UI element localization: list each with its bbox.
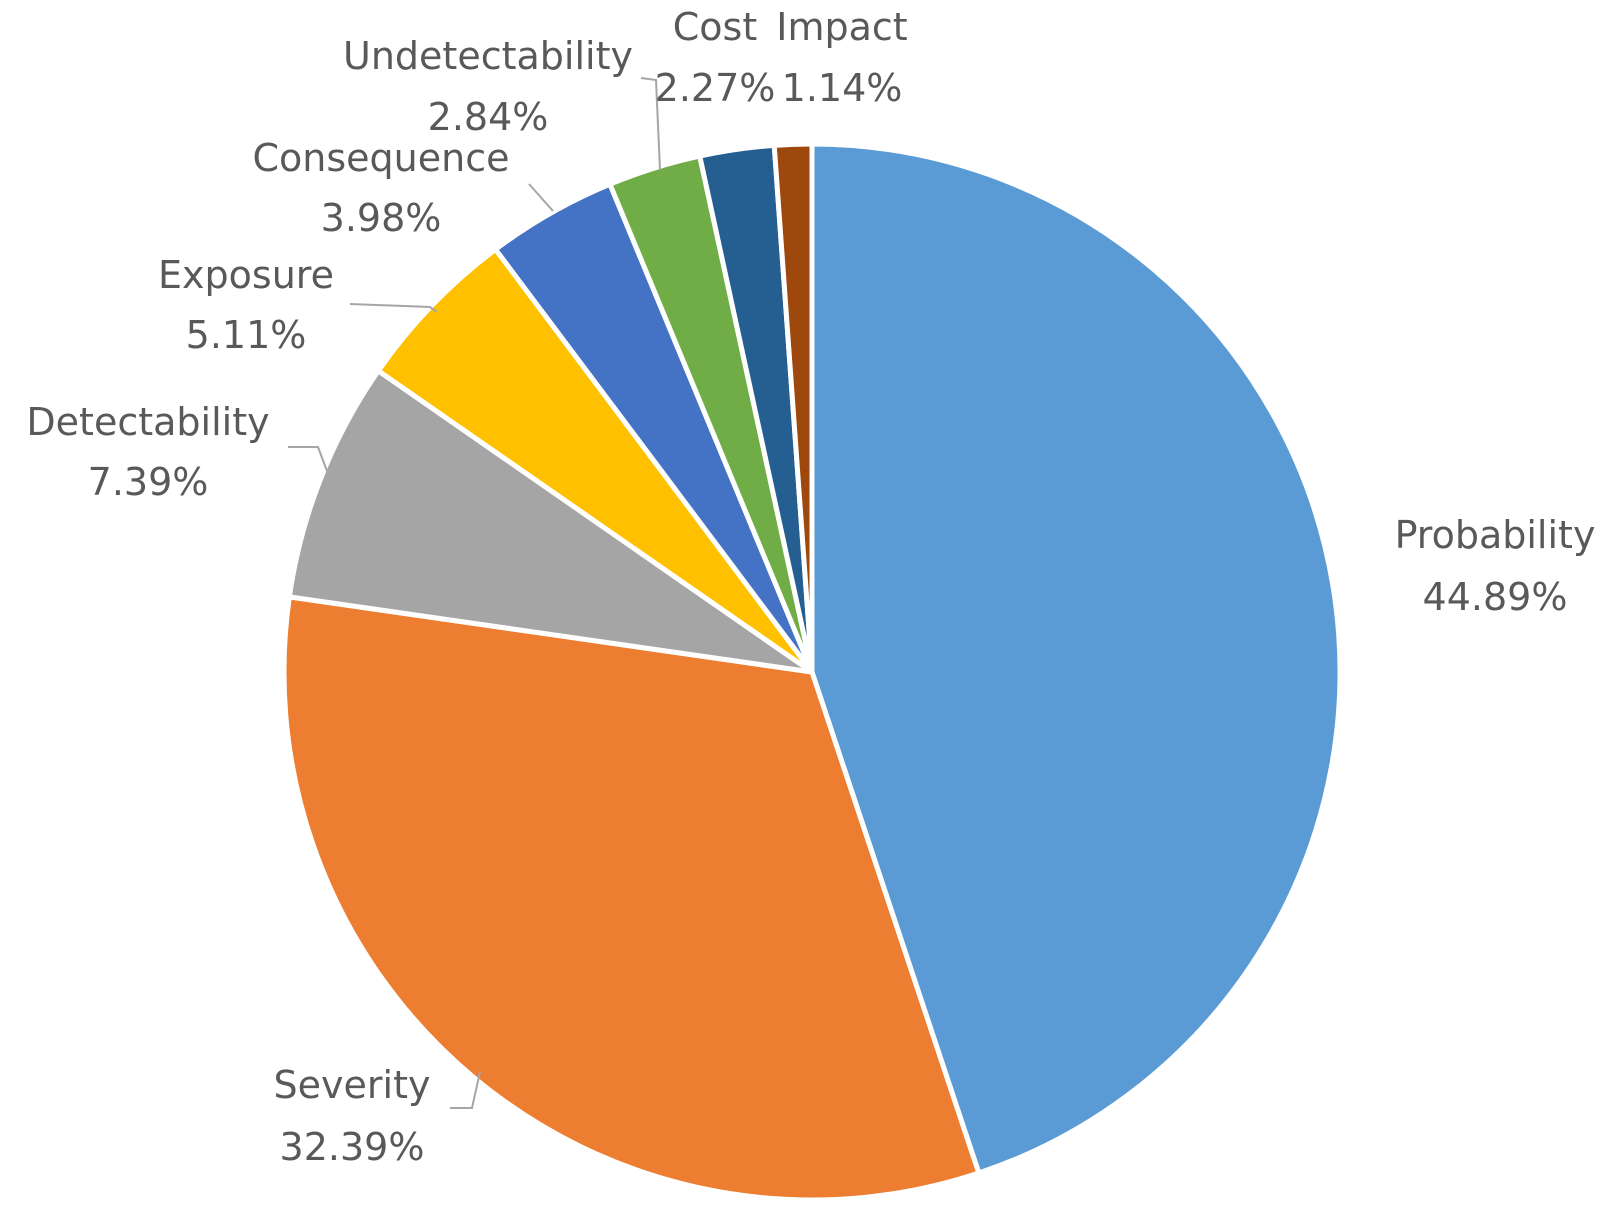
slice-value-undetectability: 2.84% [428,95,549,139]
slice-value-cost: 2.27% [655,66,776,110]
slice-value-exposure: 5.11% [186,313,307,357]
slice-value-impact: 1.14% [782,66,903,110]
slice-label-impact: Impact [776,5,907,49]
pie-slice-impact [771,141,815,675]
leader-lines [288,77,661,1109]
slice-label-detectability: Detectability [26,400,269,444]
slice-label-probability: Probability [1395,513,1596,557]
slice-value-detectability: 7.39% [88,460,209,504]
pie-slices [281,141,1343,1203]
leader-line-undetectability [640,77,661,171]
pie-slice-exposure [375,246,815,675]
slice-label-undetectability: Undetectability [343,34,633,78]
pie-slice-severity [281,594,982,1203]
slice-value-probability: 44.89% [1423,575,1568,619]
leader-line-severity [450,1071,481,1109]
pie-slice-probability [809,141,1343,1176]
leader-line-exposure [349,303,438,313]
slice-value-consequence: 3.98% [321,196,442,240]
pie-slice-detectability [286,368,815,675]
slice-label-severity: Severity [274,1063,431,1107]
slice-value-severity: 32.39% [280,1125,425,1169]
slice-label-exposure: Exposure [158,253,334,297]
slice-label-consequence: Consequence [253,136,510,180]
leader-line-detectability [288,446,331,480]
leader-line-consequence [528,183,554,212]
data-labels: Probability 44.89% Severity 32.39% Detectabi… [26,5,1595,1169]
slice-label-cost: Cost [673,5,757,49]
